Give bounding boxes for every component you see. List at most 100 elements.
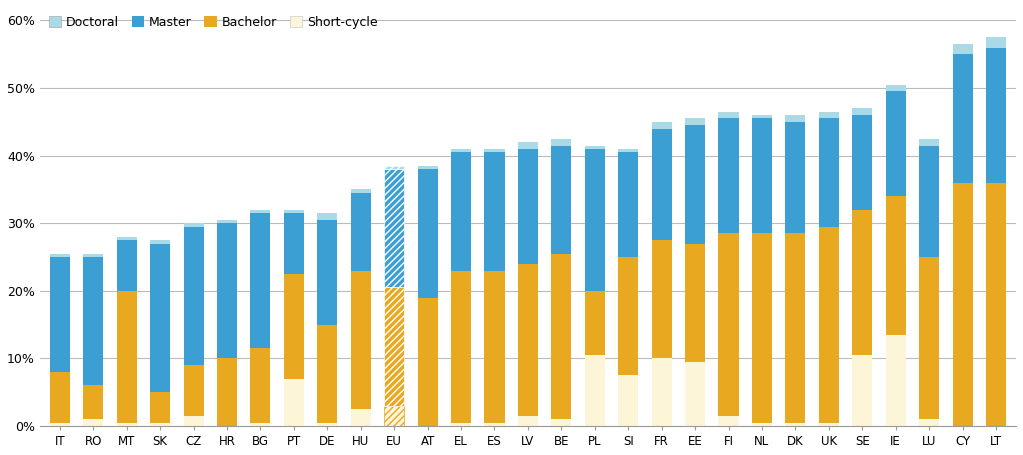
Bar (585, 291, 605, 355)
Bar (752, 423, 772, 426)
Bar (283, 210, 304, 213)
Bar (685, 243, 705, 362)
Bar (150, 392, 170, 423)
Bar (886, 85, 905, 91)
Bar (952, 44, 973, 54)
Bar (485, 423, 504, 426)
Bar (50, 254, 70, 257)
Bar (551, 139, 572, 146)
Bar (518, 142, 538, 149)
Bar (818, 112, 839, 118)
Bar (351, 193, 370, 271)
Bar (83, 254, 103, 257)
Bar (217, 359, 237, 426)
Bar (451, 423, 472, 426)
Legend: Doctoral, Master, Bachelor, Short-cycle: Doctoral, Master, Bachelor, Short-cycle (46, 13, 381, 31)
Bar (251, 213, 270, 348)
Bar (852, 355, 873, 426)
Bar (852, 108, 873, 115)
Bar (986, 47, 1006, 183)
Bar (317, 213, 338, 220)
Bar (685, 362, 705, 426)
Bar (886, 196, 905, 335)
Bar (150, 243, 170, 392)
Bar (83, 257, 103, 385)
Bar (351, 189, 370, 193)
Bar (451, 271, 472, 423)
Bar (919, 139, 939, 146)
Bar (351, 409, 370, 426)
Bar (786, 233, 805, 423)
Bar (451, 149, 472, 152)
Bar (618, 152, 638, 257)
Bar (317, 324, 338, 423)
Bar (385, 166, 404, 169)
Bar (485, 152, 504, 271)
Bar (818, 118, 839, 227)
Bar (417, 169, 438, 298)
Bar (685, 125, 705, 243)
Bar (283, 379, 304, 426)
Bar (652, 122, 672, 129)
Bar (886, 91, 905, 196)
Bar (183, 416, 204, 426)
Bar (385, 288, 404, 406)
Bar (652, 129, 672, 240)
Bar (117, 423, 137, 426)
Bar (417, 166, 438, 169)
Bar (852, 210, 873, 355)
Bar (718, 118, 739, 233)
Bar (150, 240, 170, 243)
Bar (718, 416, 739, 426)
Bar (183, 223, 204, 227)
Bar (919, 419, 939, 426)
Bar (919, 146, 939, 257)
Bar (83, 419, 103, 426)
Bar (752, 233, 772, 423)
Bar (117, 291, 137, 423)
Bar (952, 54, 973, 183)
Bar (485, 149, 504, 152)
Bar (83, 385, 103, 419)
Bar (518, 416, 538, 426)
Bar (786, 122, 805, 233)
Bar (518, 264, 538, 416)
Bar (283, 274, 304, 379)
Bar (585, 149, 605, 291)
Bar (251, 348, 270, 423)
Bar (183, 227, 204, 365)
Bar (317, 423, 338, 426)
Bar (385, 169, 404, 288)
Bar (117, 240, 137, 291)
Bar (551, 254, 572, 419)
Bar (485, 271, 504, 423)
Bar (150, 423, 170, 426)
Bar (718, 112, 739, 118)
Bar (451, 152, 472, 271)
Bar (518, 149, 538, 264)
Bar (818, 227, 839, 423)
Bar (117, 237, 137, 240)
Bar (618, 257, 638, 375)
Bar (886, 335, 905, 426)
Bar (986, 183, 1006, 426)
Bar (251, 210, 270, 213)
Bar (919, 257, 939, 419)
Bar (351, 271, 370, 409)
Bar (585, 355, 605, 426)
Bar (786, 423, 805, 426)
Bar (217, 223, 237, 359)
Bar (652, 240, 672, 359)
Bar (417, 298, 438, 426)
Bar (50, 423, 70, 426)
Bar (752, 118, 772, 233)
Bar (752, 115, 772, 118)
Bar (685, 118, 705, 125)
Bar (551, 146, 572, 254)
Bar (786, 115, 805, 122)
Bar (852, 115, 873, 210)
Bar (283, 213, 304, 274)
Bar (551, 419, 572, 426)
Bar (385, 406, 404, 426)
Bar (251, 423, 270, 426)
